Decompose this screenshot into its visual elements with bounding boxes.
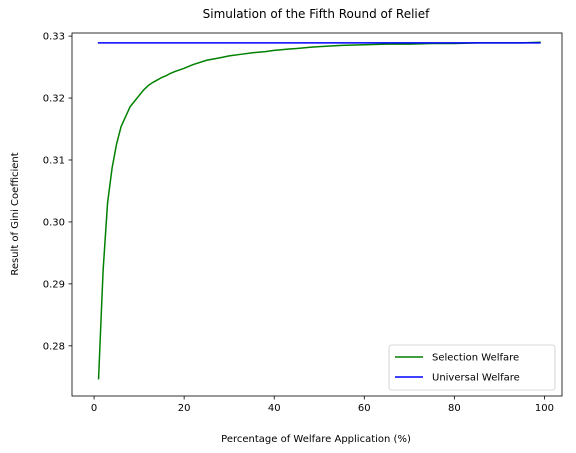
- x-tick-label-2: 40: [268, 403, 281, 414]
- y-axis: 0.28 0.29 0.30 0.31 0.32 0.33: [43, 32, 72, 352]
- x-axis: 0 20 40 60 80 100: [91, 396, 554, 414]
- x-tick-label-5: 100: [535, 403, 554, 414]
- chart-title: Simulation of the Fifth Round of Relief: [203, 7, 431, 21]
- series-layer: [97, 41, 541, 380]
- y-tick-label-5: 0.33: [43, 32, 65, 43]
- x-tick-label-3: 60: [358, 403, 371, 414]
- legend-label-2: Universal Welfare: [432, 373, 520, 384]
- x-tick-label-1: 20: [178, 403, 191, 414]
- x-axis-label: Percentage of Welfare Application (%): [221, 434, 411, 445]
- legend: Selection Welfare Universal Welfare: [388, 344, 556, 391]
- legend-label-1: Selection Welfare: [432, 353, 519, 364]
- legend-box: [388, 344, 556, 391]
- y-tick-label-1: 0.29: [43, 279, 65, 290]
- plot-frame: [71, 32, 563, 397]
- x-tick-label-4: 80: [448, 403, 461, 414]
- plot-area: [71, 32, 563, 397]
- y-tick-label-3: 0.31: [43, 155, 65, 166]
- x-tick-label-0: 0: [91, 403, 97, 414]
- y-axis-label: Result of Gini Coefficient: [10, 152, 21, 275]
- series-line-1: [97, 41, 541, 380]
- y-tick-label-4: 0.32: [43, 94, 65, 105]
- y-tick-label-2: 0.30: [43, 217, 65, 228]
- y-tick-label-0: 0.28: [43, 341, 65, 352]
